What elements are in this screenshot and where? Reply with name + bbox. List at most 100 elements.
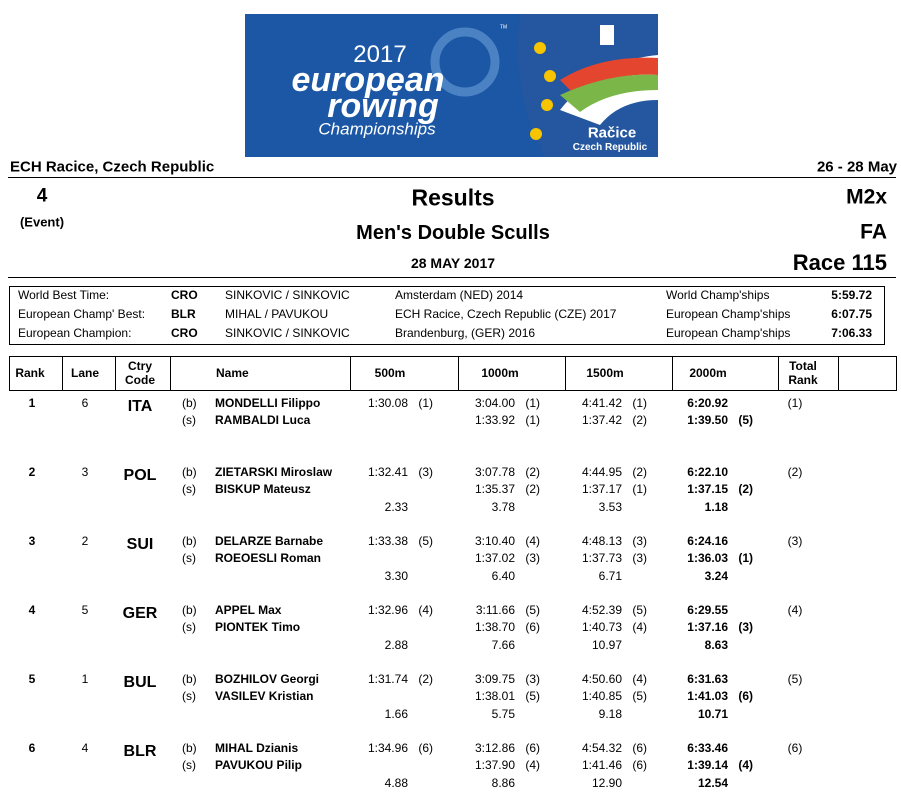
rank: 4: [28, 603, 36, 617]
split-rank: (5): [525, 689, 540, 703]
time-rank: (3): [525, 672, 540, 686]
split-rank: (4): [525, 758, 540, 772]
seat: (s): [182, 482, 196, 496]
time-rank: (5): [525, 603, 540, 617]
time-rank: (3): [418, 465, 433, 479]
split-rank: (2): [525, 482, 540, 496]
split-rank: (6): [525, 620, 540, 634]
split: 1:37.73: [581, 551, 622, 565]
country-code: POL: [123, 467, 157, 484]
rower-name: DELARZE Barnabe: [215, 534, 324, 548]
time: 3:11.66: [475, 603, 515, 617]
split: 1:37.90: [474, 758, 515, 772]
time-behind: 7.66: [491, 638, 515, 652]
dates: 26 - 28 May: [816, 158, 897, 176]
column-header: 1000m: [481, 366, 519, 380]
seat: (b): [182, 465, 197, 479]
column-header: Name: [216, 366, 249, 380]
time-rank: (4): [418, 603, 433, 617]
record-cell: European Champ'ships: [666, 307, 791, 321]
logo-country: Czech Republic: [572, 142, 648, 153]
split-rank: (1): [632, 482, 647, 496]
country-code: SUI: [126, 536, 154, 553]
split-rank: (2): [632, 413, 647, 427]
seat: (b): [182, 534, 197, 548]
record-cell: SINKOVIC / SINKOVIC: [225, 326, 350, 340]
race: Race 115: [792, 250, 887, 275]
split-rank: (2): [738, 482, 753, 496]
venue: ECH Racice, Czech Republic: [10, 158, 215, 176]
column-header: Lane: [70, 366, 100, 380]
split: 1:37.42: [581, 413, 622, 427]
time: 4:41.42: [581, 396, 622, 410]
column-divider: [170, 357, 171, 390]
time-behind: 4.88: [384, 776, 408, 790]
logo-word: rowing: [327, 87, 439, 125]
split-rank: (3): [738, 620, 753, 634]
final: FA: [860, 220, 887, 244]
rower-name: ROEOESLI Roman: [215, 551, 322, 565]
logo-year: 2017: [353, 41, 407, 68]
split: 1:36.03: [687, 551, 728, 565]
time: 4:52.39: [581, 603, 622, 617]
time: 6:33.46: [687, 741, 728, 755]
column-divider: [115, 357, 116, 390]
total-rank: (3): [787, 534, 803, 548]
time-rank: (1): [632, 396, 647, 410]
record-cell: Brandenburg, (GER) 2016: [395, 326, 536, 340]
time: 3:10.40: [474, 534, 515, 548]
time-behind: 1.66: [384, 707, 408, 721]
time-behind: 3.24: [704, 569, 728, 583]
column-divider: [838, 357, 839, 390]
time: 3:04.00: [474, 396, 515, 410]
split: 1:40.73: [581, 620, 622, 634]
rower-name: MONDELLI Filippo: [215, 396, 321, 410]
logo-word: european: [291, 61, 445, 99]
time-behind: 12.90: [591, 776, 622, 790]
rank: 2: [28, 465, 36, 479]
total-rank: (5): [787, 672, 803, 686]
logo-stars: [530, 42, 556, 140]
split-rank: (3): [632, 551, 647, 565]
rank: 3: [28, 534, 36, 548]
record-cell: World Champ'ships: [666, 288, 770, 302]
lane: 6: [81, 396, 89, 410]
column-header: Ctry Code: [125, 359, 155, 387]
seat: (s): [182, 758, 196, 772]
record-cell: Amsterdam (NED) 2014: [395, 288, 524, 302]
rower-name: PAVUKOU Pilip: [215, 758, 302, 772]
lane: 3: [81, 465, 89, 479]
split: 1:35.37: [474, 482, 515, 496]
time-rank: (2): [525, 465, 540, 479]
seat: (s): [182, 620, 196, 634]
time-rank: (6): [418, 741, 433, 755]
time-behind: 2.88: [384, 638, 408, 652]
seat: (b): [182, 741, 197, 755]
time: 4:50.60: [581, 672, 622, 686]
split: 1:40.85: [581, 689, 622, 703]
event-number: 4: [36, 185, 48, 207]
boat-class: M2x: [846, 185, 887, 209]
record-cell: CRO: [171, 288, 198, 302]
time-rank: (6): [525, 741, 540, 755]
time-behind: 12.54: [697, 776, 728, 790]
split-rank: (6): [738, 689, 753, 703]
split: 1:38.70: [474, 620, 515, 634]
column-divider: [350, 357, 351, 390]
split: 1:39.50: [687, 413, 728, 427]
time-behind: 9.18: [598, 707, 622, 721]
time-behind: 6.40: [491, 569, 515, 583]
rower-name: VASILEV Kristian: [215, 689, 314, 703]
column-header: Rank: [15, 366, 45, 380]
time-rank: (3): [632, 534, 647, 548]
split: 1:37.15: [687, 482, 728, 496]
time: 1:33.38: [367, 534, 408, 548]
seat: (b): [182, 672, 197, 686]
column-divider: [672, 357, 673, 390]
column-header: Total Rank: [788, 359, 818, 387]
logo: [245, 14, 658, 157]
time: 3:07.78: [474, 465, 515, 479]
rower-name: ZIETARSKI Miroslaw: [215, 465, 333, 479]
time-rank: (1): [418, 396, 433, 410]
